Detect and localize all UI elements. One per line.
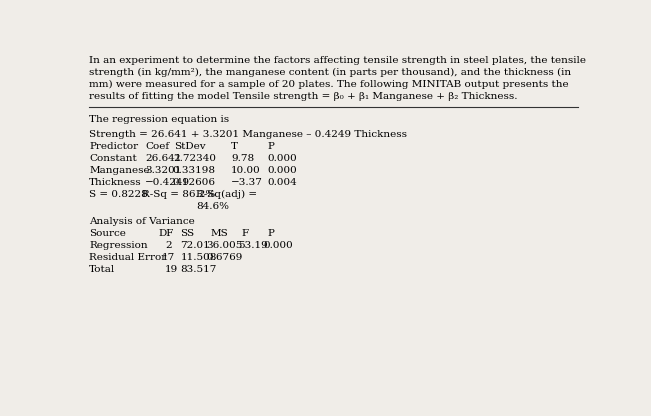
Text: Residual Error: Residual Error <box>89 253 167 262</box>
Text: Thickness: Thickness <box>89 178 142 187</box>
Text: T: T <box>231 142 238 151</box>
Text: 72.01: 72.01 <box>180 241 210 250</box>
Text: 2.72340: 2.72340 <box>173 154 216 163</box>
Text: 3.3201: 3.3201 <box>145 166 181 175</box>
Text: R-Sq = 86.2%: R-Sq = 86.2% <box>142 190 215 199</box>
Text: S = 0.8228: S = 0.8228 <box>89 190 148 199</box>
Text: Strength = 26.641 + 3.3201 Manganese – 0.4249 Thickness: Strength = 26.641 + 3.3201 Manganese – 0… <box>89 130 407 139</box>
Text: strength (in kg/mm²), the manganese content (in parts per thousand), and the thi: strength (in kg/mm²), the manganese cont… <box>89 68 571 77</box>
Text: Analysis of Variance: Analysis of Variance <box>89 217 195 226</box>
Text: 0.6769: 0.6769 <box>206 253 243 262</box>
Text: Source: Source <box>89 229 126 238</box>
Text: 0.004: 0.004 <box>268 178 297 187</box>
Text: 36.005: 36.005 <box>206 241 243 250</box>
Text: 0.000: 0.000 <box>268 166 297 175</box>
Text: 9.78: 9.78 <box>231 154 254 163</box>
Text: DF: DF <box>159 229 174 238</box>
Text: 11.508: 11.508 <box>180 253 217 262</box>
Text: 2: 2 <box>165 241 172 250</box>
Text: results of fitting the model Tensile strength = β₀ + β₁ Manganese + β₂ Thickness: results of fitting the model Tensile str… <box>89 92 518 101</box>
Text: SS: SS <box>180 229 195 238</box>
Text: Manganese: Manganese <box>89 166 150 175</box>
Text: F: F <box>242 229 249 238</box>
Text: In an experiment to determine the factors affecting tensile strength in steel pl: In an experiment to determine the factor… <box>89 56 586 65</box>
Text: mm) were measured for a sample of 20 plates. The following MINITAB output presen: mm) were measured for a sample of 20 pla… <box>89 80 569 89</box>
Text: R-Sq(adj) =: R-Sq(adj) = <box>196 190 257 199</box>
Text: P: P <box>268 229 274 238</box>
Text: −0.4249: −0.4249 <box>145 178 190 187</box>
Text: Constant: Constant <box>89 154 137 163</box>
Text: Total: Total <box>89 265 115 274</box>
Text: 17: 17 <box>162 253 175 262</box>
Text: 10.00: 10.00 <box>231 166 260 175</box>
Text: The regression equation is: The regression equation is <box>89 114 229 124</box>
Text: 84.6%: 84.6% <box>196 202 229 211</box>
Text: 0.000: 0.000 <box>264 241 293 250</box>
Text: 53.19: 53.19 <box>238 241 268 250</box>
Text: 26.641: 26.641 <box>145 154 181 163</box>
Text: Predictor: Predictor <box>89 142 138 151</box>
Text: Coef: Coef <box>145 142 169 151</box>
Text: 83.517: 83.517 <box>180 265 217 274</box>
Text: MS: MS <box>210 229 228 238</box>
Text: P: P <box>268 142 274 151</box>
Text: 0.33198: 0.33198 <box>173 166 216 175</box>
Text: 19: 19 <box>165 265 178 274</box>
Text: StDev: StDev <box>174 142 206 151</box>
Text: 0.12606: 0.12606 <box>173 178 216 187</box>
Text: Regression: Regression <box>89 241 148 250</box>
Text: 0.000: 0.000 <box>268 154 297 163</box>
Text: −3.37: −3.37 <box>231 178 263 187</box>
